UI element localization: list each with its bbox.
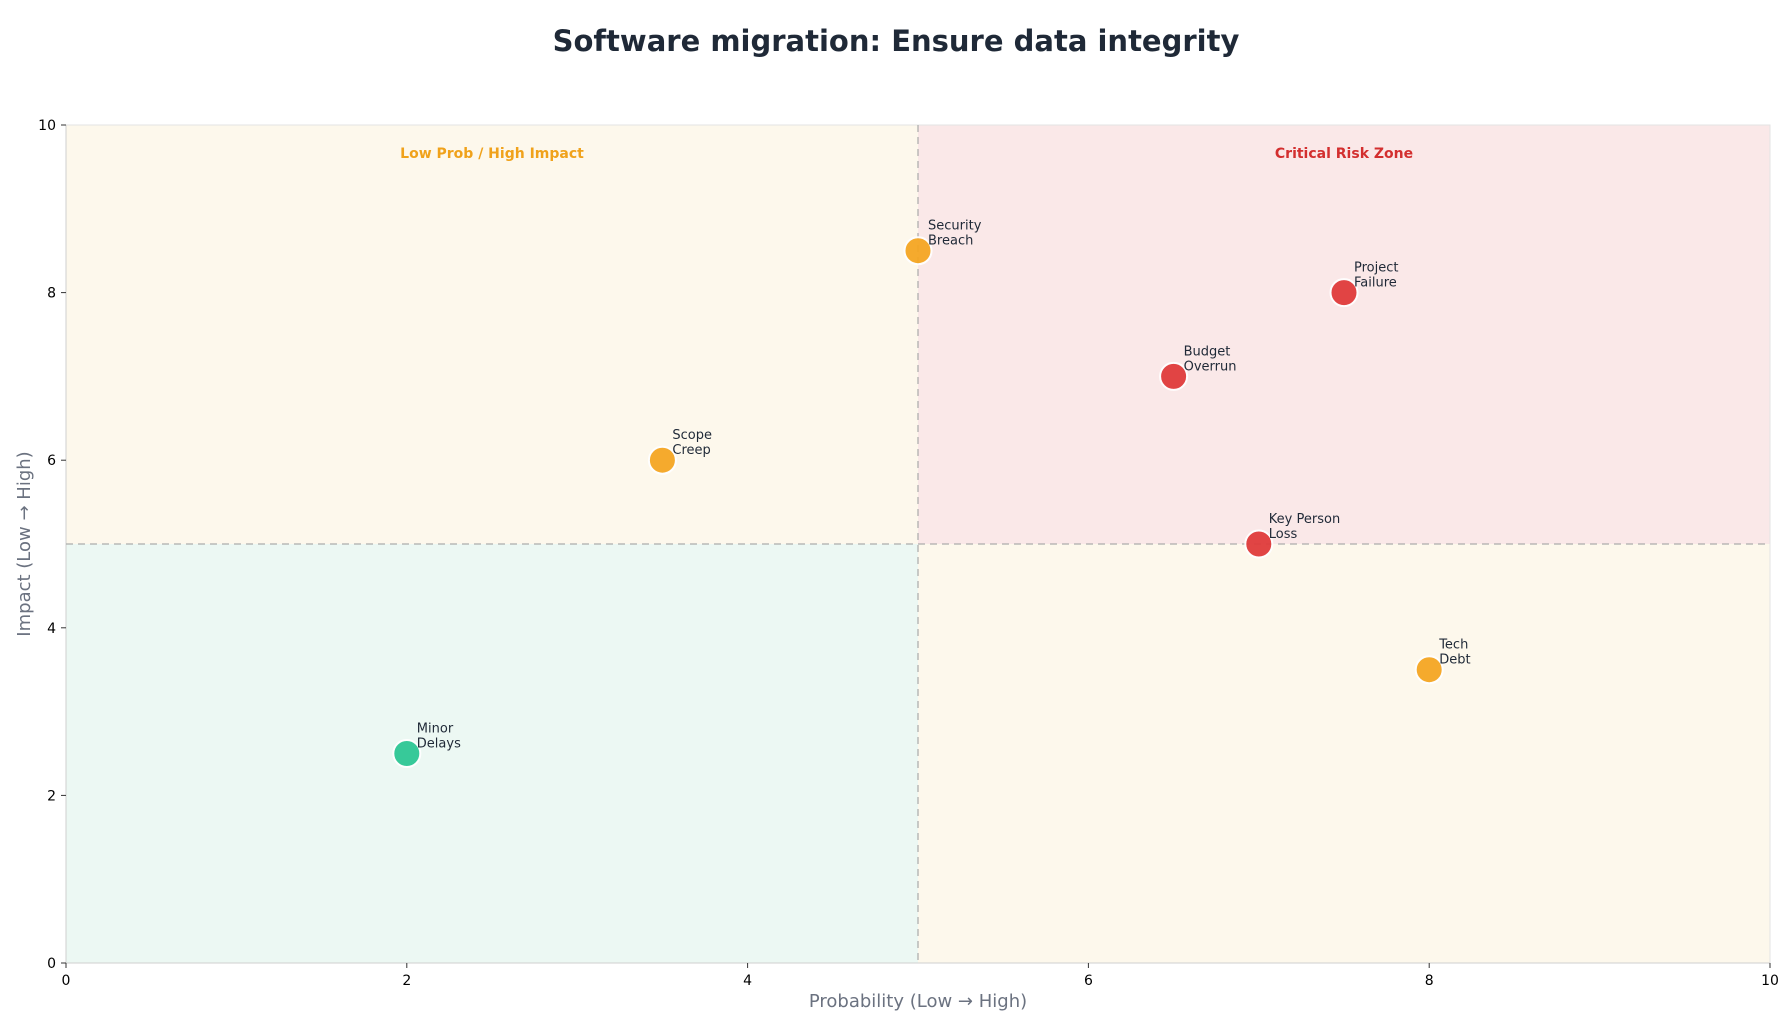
risk-marker[interactable]	[1244, 529, 1274, 559]
x-tick-label: 6	[1084, 973, 1093, 989]
risk-label: Key Person Loss	[1269, 512, 1340, 542]
quadrant-backgrounds	[66, 125, 1770, 963]
risk-point[interactable]: Scope Creep	[647, 428, 712, 475]
x-tick-label: 4	[743, 973, 752, 989]
risk-marker[interactable]	[647, 445, 677, 475]
risk-label-line: Security	[928, 219, 982, 234]
risk-label: Minor Delays	[417, 722, 461, 752]
y-tick-label: 10	[38, 118, 56, 134]
quadrant-labels: Low Prob / High Impact Critical Risk Zone	[400, 146, 1413, 162]
quadrant-top-left	[66, 125, 918, 544]
quadrant-label-top-left: Low Prob / High Impact	[400, 146, 584, 162]
risk-label-line: Tech	[1438, 638, 1468, 653]
risk-point[interactable]: Project Failure	[1329, 261, 1399, 308]
data-points: Security Breach Project Failure Budget Overru…	[392, 219, 1471, 768]
x-tick-label: 10	[1761, 973, 1779, 989]
risk-label-line: Creep	[672, 443, 710, 458]
risk-label-line: Delays	[417, 737, 461, 752]
risk-label-line: Key Person	[1269, 512, 1340, 527]
quadrant-bottom-left	[66, 544, 918, 963]
quadrant-top-right	[918, 125, 1770, 544]
risk-label: Tech Debt	[1438, 638, 1470, 668]
quadrant-label-top-right: Critical Risk Zone	[1275, 146, 1413, 162]
risk-label: Budget Overrun	[1184, 344, 1237, 374]
chart-title: Software migration: Ensure data integrit…	[552, 24, 1240, 58]
risk-label-line: Breach	[928, 234, 973, 249]
risk-marker[interactable]	[903, 236, 933, 266]
risk-label-line: Scope	[672, 428, 712, 443]
risk-point[interactable]: Security Breach	[903, 219, 982, 266]
risk-label-line: Debt	[1439, 653, 1470, 668]
y-tick-label: 8	[47, 286, 56, 302]
risk-label-line: Project	[1354, 261, 1398, 276]
divider-lines	[66, 125, 1770, 963]
risk-label-line: Minor	[417, 722, 454, 737]
x-tick-label: 2	[402, 973, 411, 989]
y-tick-label: 4	[47, 621, 56, 637]
risk-label: Security Breach	[928, 219, 982, 249]
y-tick-label: 2	[47, 788, 56, 804]
risk-label-line: Overrun	[1184, 359, 1237, 374]
risk-point[interactable]: Key Person Loss	[1244, 512, 1340, 559]
x-tick-label: 0	[62, 973, 71, 989]
risk-point[interactable]: Minor Delays	[392, 722, 461, 768]
risk-point[interactable]: Tech Debt	[1414, 638, 1471, 685]
axes: 0 2 4 6 8 10 0 2 4 6 8 10	[38, 118, 1779, 989]
x-tick-label: 8	[1425, 973, 1434, 989]
risk-label-line: Loss	[1269, 527, 1298, 542]
risk-marker[interactable]	[392, 739, 422, 768]
quadrant-bottom-right	[918, 544, 1770, 963]
risk-label-line: Failure	[1354, 276, 1397, 291]
y-axis-label: Impact (Low → High)	[14, 451, 35, 636]
risk-marker[interactable]	[1159, 361, 1189, 391]
x-axis-label: Probability (Low → High)	[809, 991, 1027, 1012]
risk-point[interactable]: Budget Overrun	[1159, 344, 1237, 391]
risk-label: Scope Creep	[672, 428, 712, 458]
risk-marker[interactable]	[1414, 655, 1444, 685]
y-tick-label: 0	[47, 956, 56, 972]
y-tick-label: 6	[47, 453, 56, 469]
risk-label-line: Budget	[1184, 344, 1231, 359]
risk-marker[interactable]	[1329, 278, 1359, 308]
risk-label: Project Failure	[1354, 261, 1398, 291]
